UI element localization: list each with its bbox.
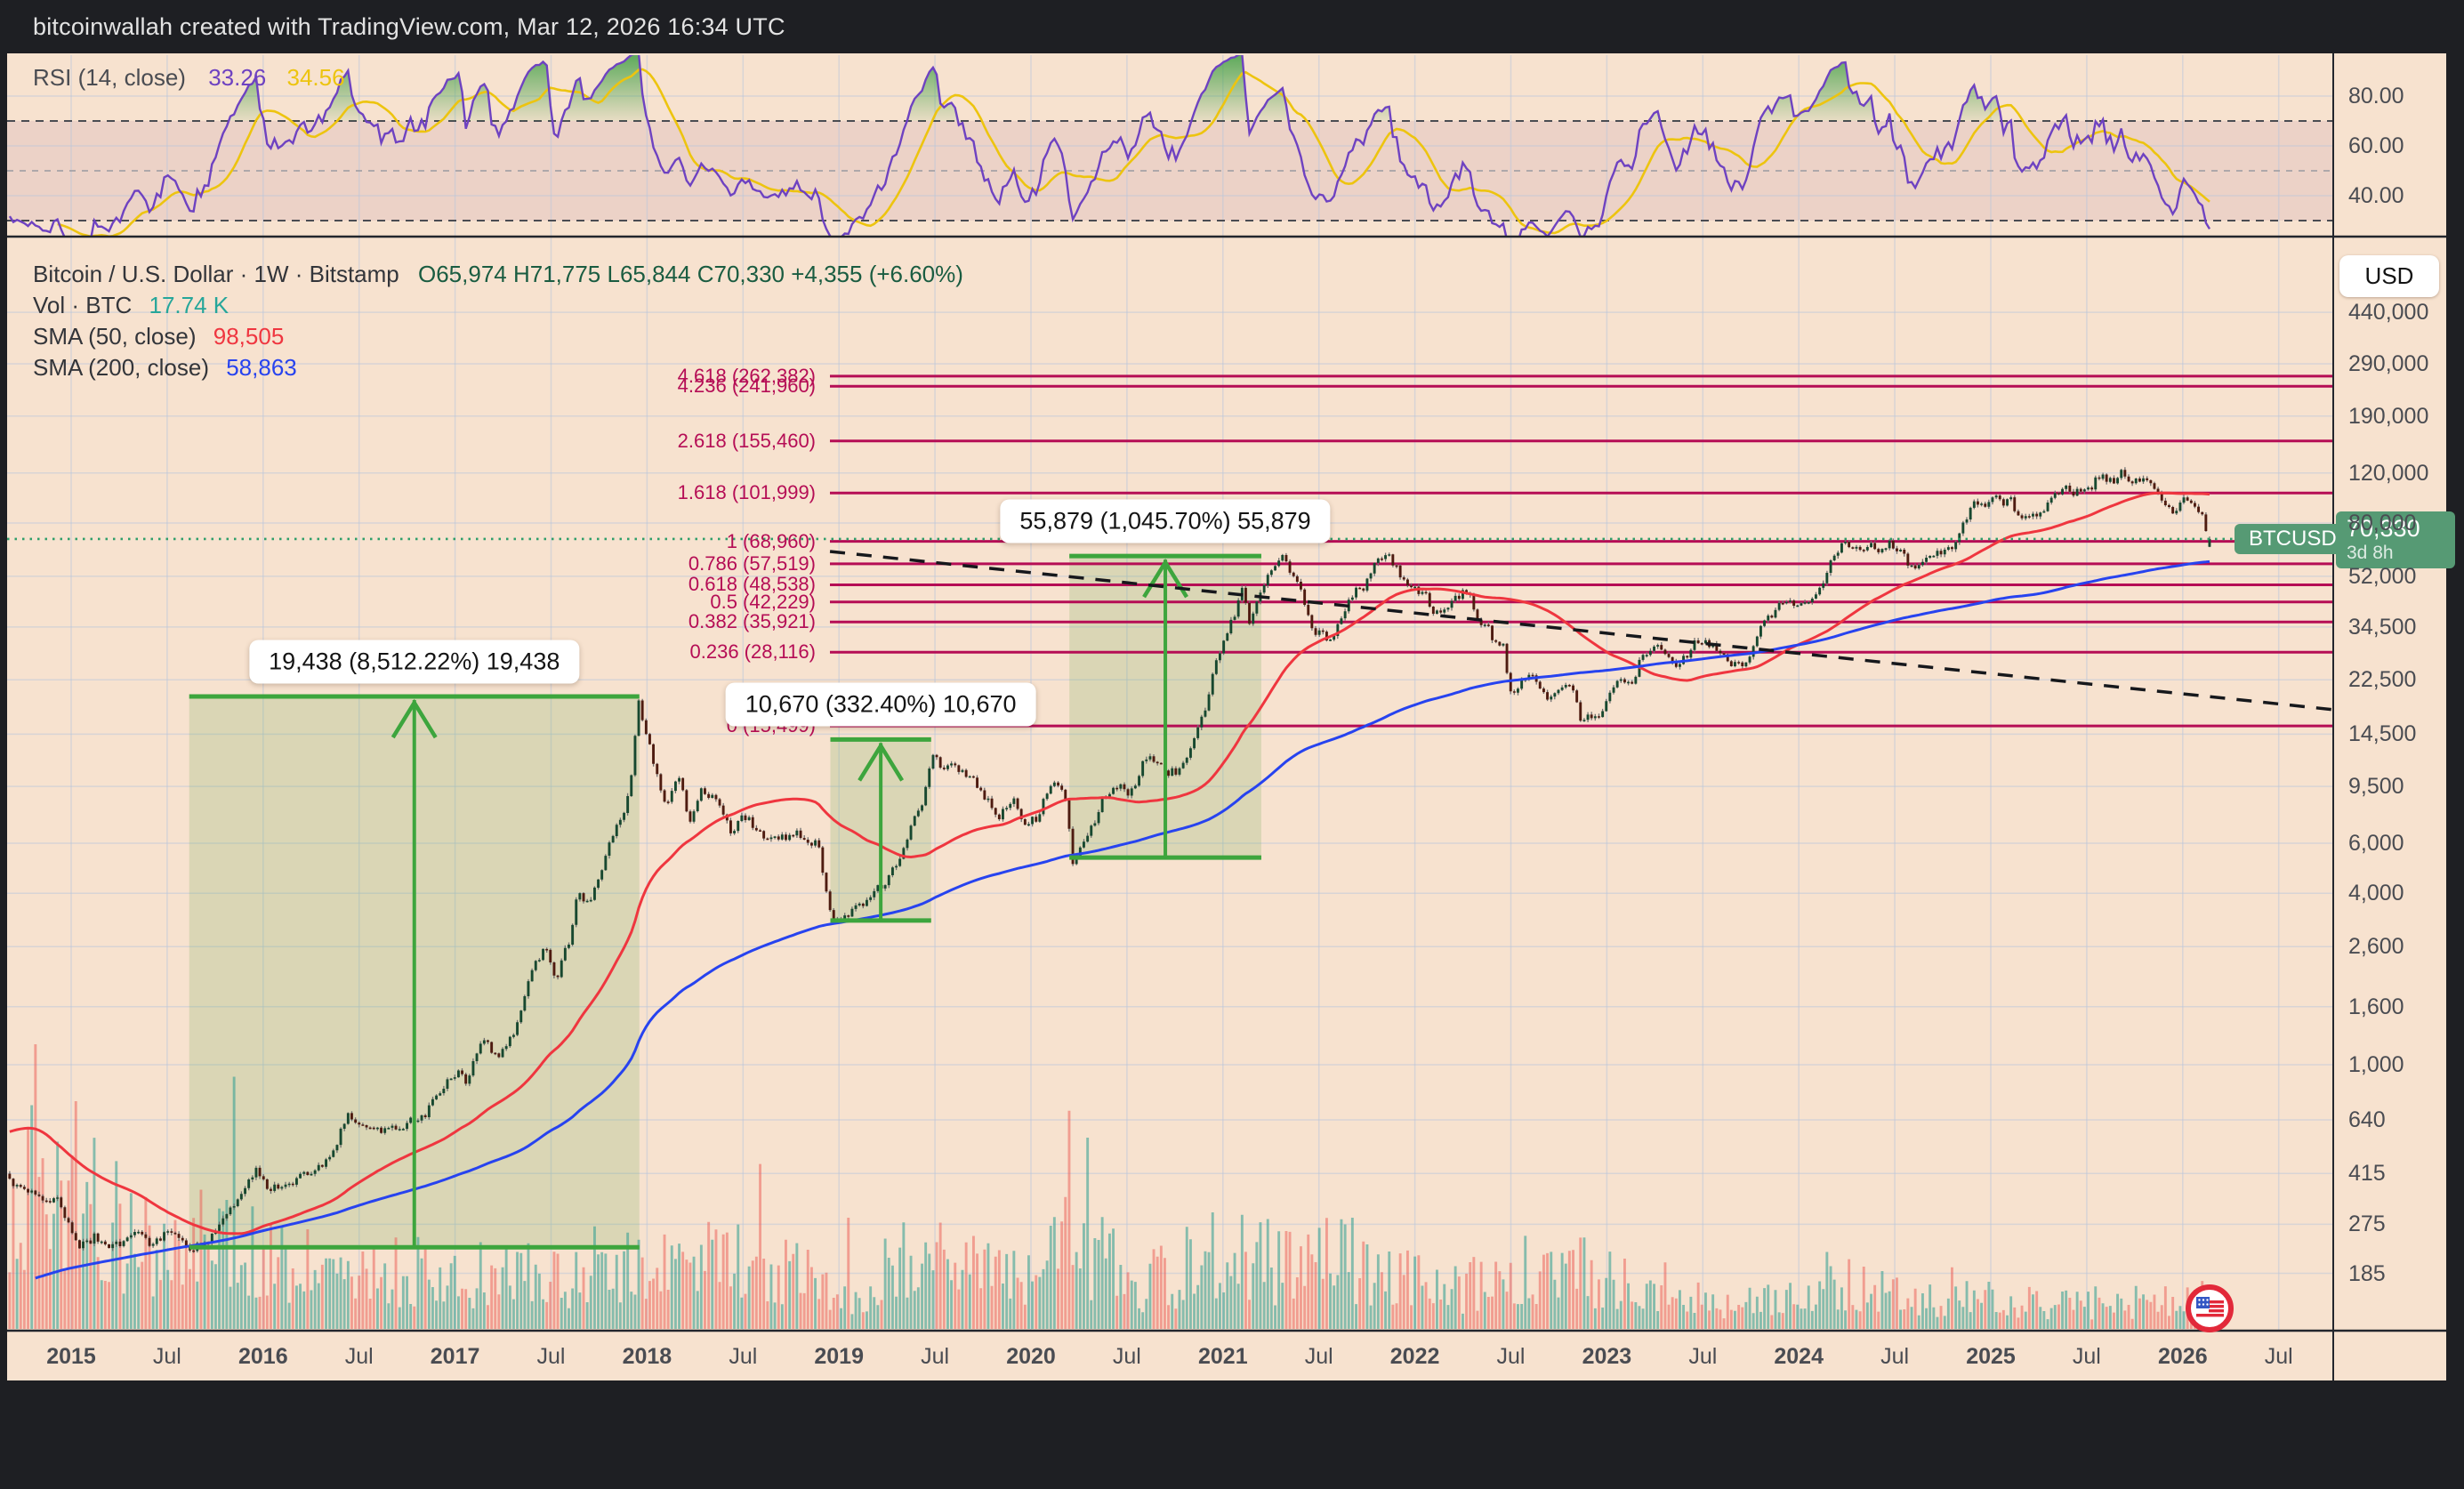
rsi-legend-label: RSI (14, close) xyxy=(33,64,186,91)
currency-toggle-button[interactable]: USD xyxy=(2339,255,2439,297)
price-axis-label: 275 xyxy=(2348,1211,2386,1237)
price-axis-label: 1,600 xyxy=(2348,994,2404,1019)
symbol-row: Bitcoin / U.S. Dollar · 1W · Bitstamp O6… xyxy=(33,259,963,290)
time-axis-label: 2017 xyxy=(430,1344,480,1369)
sma50-label: SMA (50, close) xyxy=(33,323,197,350)
time-axis-label: 2022 xyxy=(1389,1344,1440,1369)
footer-bar: TradingView xyxy=(0,1380,2464,1489)
symbol-price-flag-text: BTCUSD xyxy=(2249,526,2337,551)
price-axis-label: 4,000 xyxy=(2348,881,2404,906)
fib-level-label[interactable]: 2.618 (155,460) xyxy=(677,429,816,452)
time-axis-label: Jul xyxy=(1304,1344,1333,1369)
fib-level-label[interactable]: 0.5 (42,229) xyxy=(710,590,816,613)
rsi-axis-label: 80.00 xyxy=(2348,84,2404,109)
volume-label: Vol · BTC xyxy=(33,292,133,318)
time-axis-label: Jul xyxy=(344,1344,374,1369)
price-axis-label: 80,000 xyxy=(2348,511,2417,535)
price-axis-label: 52,000 xyxy=(2348,563,2417,589)
time-axis-label: 2024 xyxy=(1774,1344,1824,1369)
price-axis-label: 190,000 xyxy=(2348,403,2429,429)
fib-level-label[interactable]: 4.236 (241,960) xyxy=(677,374,816,398)
time-axis-label: 2019 xyxy=(814,1344,864,1369)
last-price: 70,330 xyxy=(2347,514,2420,542)
sma50-value: 98,505 xyxy=(213,323,285,350)
time-axis-label: 2023 xyxy=(1582,1344,1632,1369)
measure-label[interactable]: 10,670 (332.40%) 10,670 xyxy=(725,682,1036,727)
fib-level-label[interactable]: 1.618 (101,999) xyxy=(677,481,816,504)
sma200-label: SMA (200, close) xyxy=(33,354,209,381)
volume-value: 17.74 K xyxy=(149,292,229,318)
time-axis-label: Jul xyxy=(1688,1344,1718,1369)
time-axis-label: Jul xyxy=(2264,1344,2293,1369)
fib-level-label[interactable]: 0.786 (57,519) xyxy=(688,551,816,575)
measure-label[interactable]: 19,438 (8,512.22%) 19,438 xyxy=(249,640,580,684)
price-axis-label: 640 xyxy=(2348,1107,2386,1133)
time-axis-label: 2026 xyxy=(2157,1344,2208,1369)
time-axis-label: Jul xyxy=(1112,1344,1141,1369)
price-axis-label: 6,000 xyxy=(2348,830,2404,856)
price-axis-label: 415 xyxy=(2348,1161,2386,1187)
time-axis-label: Jul xyxy=(1880,1344,1910,1369)
price-axis-label: 9,500 xyxy=(2348,774,2404,800)
time-axis-label: 2020 xyxy=(1006,1344,1056,1369)
time-axis-label: Jul xyxy=(1496,1344,1526,1369)
time-axis-label: 2016 xyxy=(238,1344,288,1369)
price-axis-label: 1,000 xyxy=(2348,1052,2404,1077)
time-axis-label: 2021 xyxy=(1197,1344,1248,1369)
price-axis-label: 440,000 xyxy=(2348,300,2429,326)
time-axis-label: 2018 xyxy=(622,1344,672,1369)
time-axis-label: Jul xyxy=(536,1344,566,1369)
bar-countdown: 3d 8h xyxy=(2347,542,2394,563)
fib-level-label[interactable]: 0.236 (28,116) xyxy=(689,640,816,664)
sma50-row: SMA (50, close) 98,505 xyxy=(33,321,963,352)
last-price-badge: 70,330 3d 8h xyxy=(2336,511,2455,568)
rsi-axis-label: 60.00 xyxy=(2348,133,2404,158)
fib-level-label[interactable]: 4.618 (262,382) xyxy=(677,364,816,387)
rsi-axis-label: 40.00 xyxy=(2348,183,2404,208)
sma200-row: SMA (200, close) 58,863 xyxy=(33,352,963,383)
attribution-bar: bitcoinwallah created with TradingView.c… xyxy=(0,0,2464,53)
price-axis-label: 120,000 xyxy=(2348,460,2429,486)
symbol-legend[interactable]: Bitcoin / U.S. Dollar · 1W · Bitstamp O6… xyxy=(33,259,963,383)
sma200-value: 58,863 xyxy=(226,354,297,381)
volume-row: Vol · BTC 17.74 K xyxy=(33,290,963,321)
symbol-title: Bitcoin / U.S. Dollar · 1W · Bitstamp xyxy=(33,261,399,287)
time-axis-label: Jul xyxy=(2072,1344,2101,1369)
time-axis-label: 2015 xyxy=(46,1344,96,1369)
rsi-legend[interactable]: RSI (14, close) 33.26 34.56 xyxy=(33,64,345,92)
rsi-value: 33.26 xyxy=(208,64,267,91)
price-axis-label: 34,500 xyxy=(2348,614,2417,640)
price-axis-label: 14,500 xyxy=(2348,721,2417,747)
attribution-text: bitcoinwallah created with TradingView.c… xyxy=(33,12,785,40)
fib-level-label[interactable]: 0.618 (48,538) xyxy=(688,573,816,596)
time-axis-label: Jul xyxy=(729,1344,758,1369)
price-axis-label: 2,600 xyxy=(2348,934,2404,960)
fib-level-label[interactable]: 0.382 (35,921) xyxy=(688,610,816,633)
time-axis-label: Jul xyxy=(152,1344,181,1369)
price-axis-label: 22,500 xyxy=(2348,667,2417,693)
ohlc-values: O65,974 H71,775 L65,844 C70,330 +4,355 (… xyxy=(418,261,963,287)
us-flag-icon xyxy=(2186,1284,2234,1332)
time-axis-label: Jul xyxy=(921,1344,950,1369)
rsi-ma-value: 34.56 xyxy=(286,64,345,91)
fib-level-label[interactable]: 1 (68,960) xyxy=(726,529,816,552)
price-axis-label: 185 xyxy=(2348,1260,2386,1286)
symbol-price-flag[interactable]: BTCUSD xyxy=(2235,523,2351,554)
time-axis-label: 2025 xyxy=(1966,1344,2016,1369)
measure-label[interactable]: 55,879 (1,045.70%) 55,879 xyxy=(1000,499,1331,543)
price-axis-label: 290,000 xyxy=(2348,351,2429,377)
